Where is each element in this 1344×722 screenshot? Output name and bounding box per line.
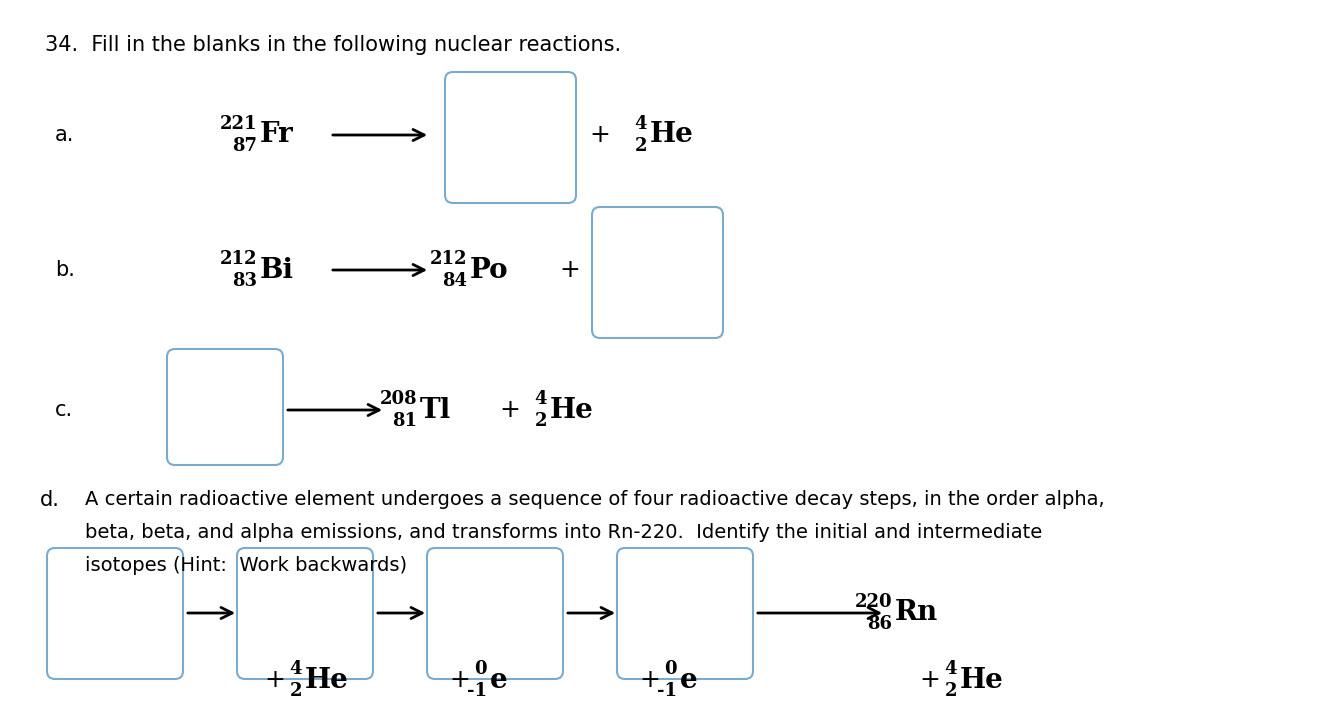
- Text: Rn: Rn: [895, 599, 938, 627]
- Text: 4: 4: [945, 660, 957, 678]
- FancyBboxPatch shape: [47, 548, 183, 679]
- Text: Tl: Tl: [419, 396, 452, 424]
- Text: A certain radioactive element undergoes a sequence of four radioactive decay ste: A certain radioactive element undergoes …: [85, 490, 1105, 509]
- Text: 221: 221: [219, 115, 257, 133]
- Text: e: e: [491, 666, 508, 694]
- Text: 83: 83: [233, 272, 257, 290]
- FancyBboxPatch shape: [591, 207, 723, 338]
- Text: 81: 81: [392, 412, 417, 430]
- Text: -1: -1: [466, 682, 487, 700]
- Text: +: +: [590, 123, 610, 147]
- Text: Po: Po: [470, 256, 508, 284]
- Text: e: e: [680, 666, 698, 694]
- Text: 87: 87: [233, 137, 257, 155]
- Text: Bi: Bi: [259, 256, 294, 284]
- Text: +: +: [449, 668, 470, 692]
- FancyBboxPatch shape: [617, 548, 753, 679]
- Text: 220: 220: [855, 593, 892, 611]
- Text: +: +: [559, 258, 581, 282]
- Text: +: +: [919, 668, 941, 692]
- Text: isotopes (Hint:  Work backwards): isotopes (Hint: Work backwards): [85, 556, 407, 575]
- Text: a.: a.: [55, 125, 74, 145]
- Text: 4: 4: [289, 660, 302, 678]
- Text: He: He: [550, 396, 594, 424]
- Text: 212: 212: [430, 250, 466, 268]
- FancyBboxPatch shape: [445, 72, 577, 203]
- Text: He: He: [305, 666, 349, 694]
- Text: c.: c.: [55, 400, 73, 420]
- Text: 2: 2: [634, 137, 646, 155]
- Text: 86: 86: [867, 615, 892, 633]
- Text: +: +: [265, 668, 285, 692]
- FancyBboxPatch shape: [167, 349, 284, 465]
- Text: 2: 2: [535, 412, 547, 430]
- Text: d.: d.: [40, 490, 60, 510]
- Text: Fr: Fr: [259, 121, 294, 149]
- Text: 212: 212: [219, 250, 257, 268]
- Text: beta, beta, and alpha emissions, and transforms into Rn-220.  Identify the initi: beta, beta, and alpha emissions, and tra…: [85, 523, 1042, 542]
- Text: 0: 0: [664, 660, 677, 678]
- Text: 84: 84: [442, 272, 466, 290]
- Text: 34.  Fill in the blanks in the following nuclear reactions.: 34. Fill in the blanks in the following …: [44, 35, 621, 55]
- Text: 4: 4: [535, 390, 547, 408]
- Text: 208: 208: [379, 390, 417, 408]
- FancyBboxPatch shape: [237, 548, 374, 679]
- Text: b.: b.: [55, 260, 75, 280]
- Text: +: +: [500, 398, 520, 422]
- Text: He: He: [650, 121, 694, 149]
- Text: 2: 2: [289, 682, 302, 700]
- Text: He: He: [960, 666, 1004, 694]
- Text: 0: 0: [474, 660, 487, 678]
- FancyBboxPatch shape: [427, 548, 563, 679]
- Text: +: +: [640, 668, 660, 692]
- Text: 2: 2: [945, 682, 957, 700]
- Text: 4: 4: [634, 115, 646, 133]
- Text: -1: -1: [657, 682, 677, 700]
